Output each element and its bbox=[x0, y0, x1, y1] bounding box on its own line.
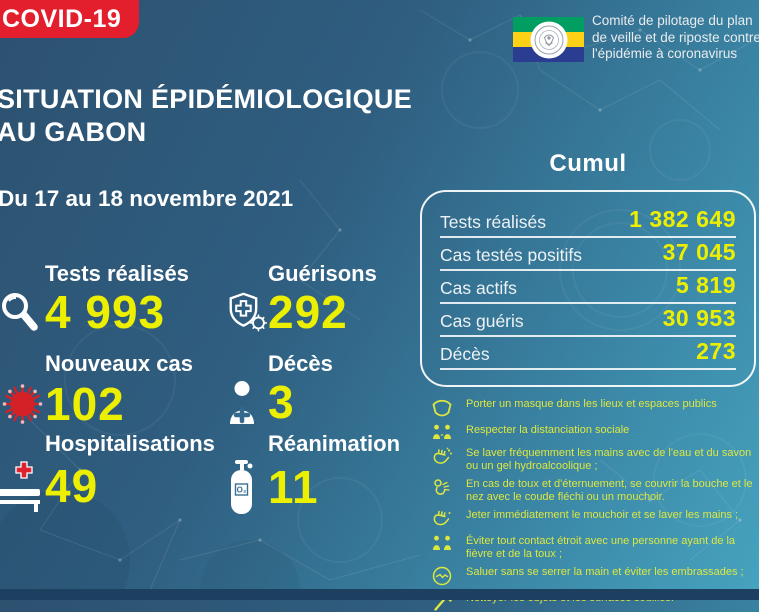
hospital-bed-icon bbox=[0, 458, 45, 514]
measure-text: Se laver fréquemment les mains avec de l… bbox=[466, 447, 752, 472]
measure-text: Respecter la distanciation sociale bbox=[466, 424, 630, 436]
committee-title: Comité de pilotage du plan de veille et … bbox=[592, 13, 759, 63]
measure-text: Éviter tout contact étroit avec une pers… bbox=[466, 535, 736, 560]
stat-label: Décès bbox=[268, 351, 333, 376]
cumul-row-value: 5 819 bbox=[675, 272, 736, 298]
cumul-row-value: 30 953 bbox=[662, 305, 736, 331]
magnifier-icon bbox=[0, 290, 45, 334]
footer-bar bbox=[0, 589, 759, 600]
committee-line-3: l'épidémie à coronavirus bbox=[592, 46, 738, 61]
mask-icon bbox=[430, 398, 454, 418]
measure-text: Jeter immédiatement le mouchoir et se la… bbox=[466, 509, 739, 521]
stat-deces: Décès 3 bbox=[228, 351, 333, 426]
stat-reanimation: Réanimation O₂ 11 bbox=[228, 431, 400, 516]
stat-label: Hospitalisations bbox=[45, 431, 215, 456]
stat-value: 102 bbox=[45, 378, 125, 430]
committee-line-1: Comité de pilotage du plan bbox=[592, 13, 753, 28]
covid-badge: COVID-19 bbox=[0, 0, 139, 38]
measure-mask: Porter un masque dans les lieux et espac… bbox=[430, 398, 756, 418]
cumul-row-label: Cas actifs bbox=[440, 278, 517, 298]
stat-nouveaux-cas: Nouveaux cas 1 bbox=[0, 351, 193, 430]
hand-washing-icon bbox=[430, 447, 454, 467]
person-cross-icon bbox=[228, 380, 268, 424]
stat-guerisons: Guérisons 292 bbox=[228, 261, 377, 336]
cumul-heading: Cumul bbox=[549, 150, 627, 177]
svg-text:O₂: O₂ bbox=[237, 486, 247, 495]
cumul-row-deces: Décès 273 bbox=[440, 337, 736, 370]
cumul-table: Tests réalisés 1 382 649 Cas testés posi… bbox=[420, 190, 756, 387]
stat-value: 11 bbox=[268, 461, 319, 513]
measure-distancing: Respecter la distanciation sociale bbox=[430, 424, 756, 441]
cumul-row-label: Tests réalisés bbox=[440, 212, 547, 232]
measure-no-handshake: Saluer sans se serrer la main et éviter … bbox=[430, 566, 756, 586]
measure-hand-washing: Se laver fréquemment les mains avec de l… bbox=[430, 447, 756, 472]
cumul-row-label: Cas testés positifs bbox=[440, 245, 582, 265]
stat-label: Réanimation bbox=[268, 431, 401, 456]
measure-text: Saluer sans se serrer la main et éviter … bbox=[466, 566, 744, 578]
no-handshake-icon bbox=[430, 566, 454, 586]
stat-value: 3 bbox=[268, 376, 295, 428]
stat-hospitalisations: Hospitalisations 49 bbox=[0, 431, 215, 514]
measure-text: En cas de toux et d'éternuement, se couv… bbox=[466, 478, 753, 503]
cumul-row-actifs: Cas actifs 5 819 bbox=[440, 271, 736, 304]
measure-avoid-contact: Éviter tout contact étroit avec une pers… bbox=[430, 535, 756, 560]
sneeze-elbow-icon bbox=[430, 478, 454, 498]
stat-value: 4 993 bbox=[45, 286, 166, 338]
measure-tissue-disposal: Jeter immédiatement le mouchoir et se la… bbox=[430, 509, 756, 529]
social-distancing-icon bbox=[430, 424, 454, 441]
cumul-row-value: 37 045 bbox=[662, 239, 736, 265]
page-title-line-1: SITUATION ÉPIDÉMIOLOGIQUE bbox=[0, 84, 413, 114]
committee-line-2: de veille et de riposte contre bbox=[592, 29, 759, 45]
oxygen-tank-icon: O₂ bbox=[228, 458, 268, 516]
virus-icon bbox=[0, 378, 45, 430]
stat-value: 292 bbox=[268, 286, 348, 338]
covid-badge-label: COVID-19 bbox=[2, 4, 122, 33]
stat-label: Guérisons bbox=[268, 261, 377, 286]
gabon-flag-logo bbox=[513, 17, 584, 62]
cumul-row-tests: Tests réalisés 1 382 649 bbox=[440, 205, 736, 238]
cumul-row-value: 1 382 649 bbox=[629, 206, 736, 232]
measure-sneeze: En cas de toux et d'éternuement, se couv… bbox=[430, 478, 756, 503]
stat-tests-realises: Tests réalisés 4 993 bbox=[0, 261, 189, 336]
prevention-measures-list: Porter un masque dans les lieux et espac… bbox=[430, 398, 756, 612]
measure-text: Porter un masque dans les lieux et espac… bbox=[466, 398, 717, 410]
cumul-row-label: Cas guéris bbox=[440, 311, 524, 331]
cumul-row-gueris: Cas guéris 30 953 bbox=[440, 304, 736, 337]
stat-label: Tests réalisés bbox=[45, 261, 189, 286]
shield-cross-virus-icon bbox=[228, 289, 268, 335]
reporting-period: Du 17 au 18 novembre 2021 bbox=[0, 186, 294, 211]
stat-value: 49 bbox=[45, 460, 99, 512]
cumul-row-value: 273 bbox=[696, 338, 736, 364]
page-title-line-2: AU GABON bbox=[0, 117, 147, 147]
page-title: SITUATION ÉPIDÉMIOLOGIQUE AU GABON bbox=[0, 83, 412, 149]
stat-label: Nouveaux cas bbox=[45, 351, 193, 376]
avoid-contact-icon bbox=[430, 535, 454, 552]
tissue-disposal-icon bbox=[430, 509, 454, 529]
cumul-row-label: Décès bbox=[440, 344, 490, 364]
cumul-row-positifs: Cas testés positifs 37 045 bbox=[440, 238, 736, 271]
gabon-seal-icon bbox=[530, 21, 567, 58]
